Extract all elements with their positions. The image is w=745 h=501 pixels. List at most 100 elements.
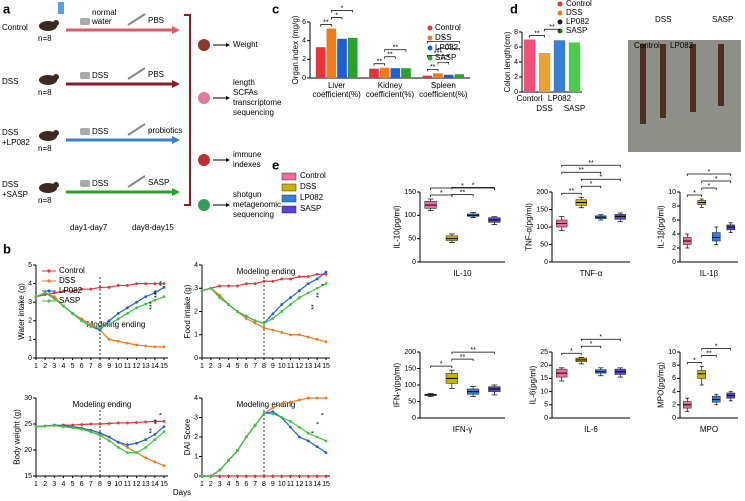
data-point	[324, 270, 328, 274]
data-point	[153, 282, 157, 285]
data-point	[271, 410, 275, 414]
y-tick-label: 3	[194, 285, 198, 292]
chart-title: Modeling ending	[73, 400, 132, 409]
data-point	[107, 439, 111, 443]
significance-label: *	[708, 169, 711, 176]
data-point	[107, 422, 111, 425]
y-tick-label: 5	[544, 402, 548, 409]
mouse-icon	[39, 131, 57, 141]
significance-label: *	[693, 190, 696, 197]
data-point	[244, 282, 248, 285]
outcome-icon	[198, 154, 210, 166]
x-tick-label: 4	[227, 363, 231, 370]
data-point	[116, 440, 120, 444]
significance-bracket	[701, 187, 717, 190]
data-point	[153, 460, 157, 464]
y-axis-label: MPO(pg/mg)	[657, 362, 666, 408]
data-point	[324, 272, 328, 276]
data-point	[107, 319, 111, 323]
data-point	[315, 396, 319, 400]
legend-marker	[557, 19, 563, 25]
legend-label: LP082	[300, 193, 324, 202]
data-point	[315, 474, 319, 478]
data-point	[89, 430, 93, 434]
y-tick-label: 4	[672, 388, 676, 395]
outcome-arrow-head	[226, 96, 230, 100]
outcome-label: sequencing	[233, 108, 274, 117]
data-point	[289, 296, 292, 299]
data-point	[324, 474, 328, 478]
bar	[326, 28, 337, 78]
panel-label: c	[272, 1, 279, 16]
data-point	[107, 285, 111, 289]
y-tick-label: 10	[540, 388, 548, 395]
bar	[401, 68, 411, 78]
y-tick-label: 4	[28, 280, 32, 287]
x-tick-label: 5	[71, 363, 75, 370]
significance-bracket	[437, 47, 460, 51]
significance-bracket	[701, 348, 732, 351]
x-tick-label: DSS	[536, 104, 552, 113]
data-point	[126, 421, 129, 425]
y-tick-label: 3	[194, 414, 198, 421]
group-label: +LP082	[2, 138, 30, 147]
y-tick-label: 0	[194, 473, 198, 480]
x-tick-label: 10	[278, 481, 286, 488]
data-point	[324, 340, 328, 344]
legend-label: DSS	[300, 182, 316, 191]
y-tick-label: 50	[408, 398, 416, 405]
data-point	[107, 323, 111, 326]
colon-sample	[718, 44, 724, 106]
syringe-icon	[127, 123, 146, 136]
phase1-label: normal	[92, 8, 117, 17]
significance-label: *	[311, 431, 318, 434]
data-point	[34, 425, 38, 428]
bar	[553, 40, 566, 92]
outcome-arrow-head	[226, 158, 230, 162]
data-point	[289, 333, 292, 337]
x-axis-label: TNF-α	[580, 269, 603, 278]
syringe-icon	[127, 67, 146, 80]
legend-label: Control	[59, 266, 85, 275]
data-point	[135, 300, 138, 304]
x-axis-label: IL-10	[453, 269, 472, 278]
outcome-arrow-head	[226, 43, 230, 47]
significance-label: **	[460, 189, 466, 196]
legend-label: Control	[435, 23, 461, 32]
data-point	[315, 286, 319, 290]
data-point	[298, 425, 301, 429]
y-tick-label: 25	[24, 421, 32, 428]
data-point	[71, 289, 74, 293]
data-point	[71, 311, 74, 315]
mouse-head	[53, 20, 59, 26]
data-point	[306, 282, 310, 285]
x-tick-label: 1	[200, 363, 204, 370]
y-tick-label: 6	[514, 44, 518, 51]
y-tick-label: 200	[536, 189, 548, 196]
x-tick-label: 14	[151, 363, 159, 370]
bar	[315, 47, 326, 78]
x-axis-label: MPO	[700, 425, 718, 434]
group-label: Control	[2, 23, 28, 32]
data-point	[126, 446, 129, 449]
x-tick-label: 4	[227, 481, 231, 488]
significance-bracket	[580, 178, 621, 182]
legend-swatch	[281, 205, 297, 214]
x-tick-label: 6	[80, 481, 84, 488]
y-tick-label: 150	[536, 206, 548, 213]
y-tick-label: 2	[302, 56, 306, 63]
data-point	[126, 443, 129, 447]
legend-swatch	[281, 194, 297, 203]
y-tick-label: 10	[668, 189, 676, 196]
x-tick-label: 3	[52, 363, 56, 370]
data-point	[298, 289, 301, 292]
x-tick-label: 1	[34, 363, 38, 370]
significance-label: *	[159, 413, 166, 416]
legend-marker	[427, 25, 433, 31]
significance-label: *	[715, 343, 718, 350]
data-point	[43, 291, 47, 295]
data-point	[289, 420, 292, 423]
data-point	[324, 396, 328, 400]
significance-bracket	[580, 338, 621, 342]
data-point	[306, 335, 310, 339]
